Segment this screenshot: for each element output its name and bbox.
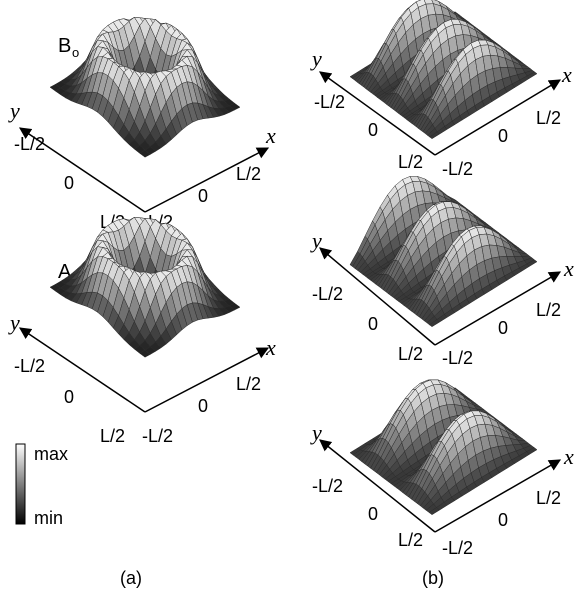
x-axis-label: x: [265, 123, 276, 148]
y-axis-arrow: [19, 127, 146, 213]
y-tick-label: 0: [64, 173, 74, 193]
y-tick-label: 0: [368, 314, 378, 334]
y-axis-label: y: [310, 228, 322, 253]
y-axis-label: y: [8, 310, 20, 335]
surface-facet: [228, 303, 241, 311]
x-tick-label: -L/2: [442, 159, 473, 179]
x-axis-arrow: [144, 147, 270, 213]
surface-facet: [526, 259, 538, 267]
y-tick-label: -L/2: [312, 284, 343, 304]
y-tick-label: -L/2: [14, 356, 45, 376]
surface-plot: [349, 379, 538, 516]
y-axis-arrow: [319, 247, 436, 346]
x-tick-label: -L/2: [142, 426, 173, 446]
y-axis-label: y: [310, 420, 322, 445]
x-tick-label: 0: [198, 186, 208, 206]
surface-facet: [526, 447, 538, 455]
colorbar-max-label: max: [34, 444, 68, 464]
x-tick-label: L/2: [536, 300, 561, 320]
plot-title: B: [58, 35, 71, 57]
plot-title-subscript: o: [72, 45, 79, 60]
y-tick-label: L/2: [398, 344, 423, 364]
colorbar: max min: [15, 443, 68, 528]
y-tick-label: L/2: [100, 426, 125, 446]
surface-facet: [526, 71, 538, 79]
plot-a-o: A o y x -L/2 0 L/2 -L/2 0 L/2: [8, 216, 276, 446]
x-tick-label: -L/2: [442, 538, 473, 558]
x-axis-label: x: [563, 444, 574, 469]
panel-b: y x -L/2 0 L/2 -L/2 0 L/2 y x -L/2 0 L/2…: [310, 0, 574, 588]
surface-facet: [228, 103, 241, 111]
y-tick-label: 0: [368, 504, 378, 524]
x-axis-label: x: [561, 62, 572, 87]
surface-plot: [349, 0, 538, 140]
x-tick-label: -L/2: [442, 348, 473, 368]
y-tick-label: L/2: [398, 152, 423, 172]
x-axis-arrow: [434, 459, 562, 533]
colorbar-min-label: min: [34, 508, 63, 528]
x-tick-label: L/2: [236, 164, 261, 184]
plot-b-middle: y x -L/2 0 L/2 -L/2 0 L/2: [310, 175, 574, 368]
colorbar-gradient: [15, 443, 26, 525]
x-tick-label: 0: [498, 126, 508, 146]
y-tick-label: -L/2: [314, 92, 345, 112]
y-tick-label: -L/2: [312, 476, 343, 496]
y-tick-label: L/2: [398, 530, 423, 550]
x-axis-arrow: [144, 347, 270, 413]
x-tick-label: 0: [198, 396, 208, 416]
panel-a-label: (a): [120, 568, 142, 588]
x-tick-label: L/2: [236, 374, 261, 394]
y-axis-arrow: [319, 439, 436, 533]
panel-b-label: (b): [422, 568, 444, 588]
panel-a: B o y x -L/2 0 L/2 -L/2 0 L/2 A o y x -L…: [8, 16, 276, 588]
y-axis-arrow: [19, 327, 146, 413]
surface-plot: [49, 16, 241, 158]
plot-b-top: y x -L/2 0 L/2 -L/2 0 L/2: [310, 0, 572, 179]
y-tick-label: 0: [64, 387, 74, 407]
x-tick-label: 0: [498, 318, 508, 338]
plot-b-o: B o y x -L/2 0 L/2 -L/2 0 L/2: [8, 16, 276, 232]
y-axis-label: y: [310, 46, 322, 71]
x-axis-arrow: [434, 271, 562, 346]
y-axis-arrow: [319, 71, 436, 156]
plot-b-bottom: y x -L/2 0 L/2 -L/2 0 L/2: [310, 379, 574, 558]
x-tick-label: L/2: [536, 488, 561, 508]
x-tick-label: 0: [498, 510, 508, 530]
x-axis-arrow: [434, 79, 562, 156]
x-axis-label: x: [563, 256, 574, 281]
y-tick-label: 0: [368, 120, 378, 140]
x-tick-label: L/2: [536, 108, 561, 128]
surface-plot: [349, 175, 538, 328]
x-axis-label: x: [265, 335, 276, 360]
y-tick-label: -L/2: [14, 134, 45, 154]
surface-plot: [49, 216, 241, 358]
y-axis-label: y: [8, 98, 20, 123]
